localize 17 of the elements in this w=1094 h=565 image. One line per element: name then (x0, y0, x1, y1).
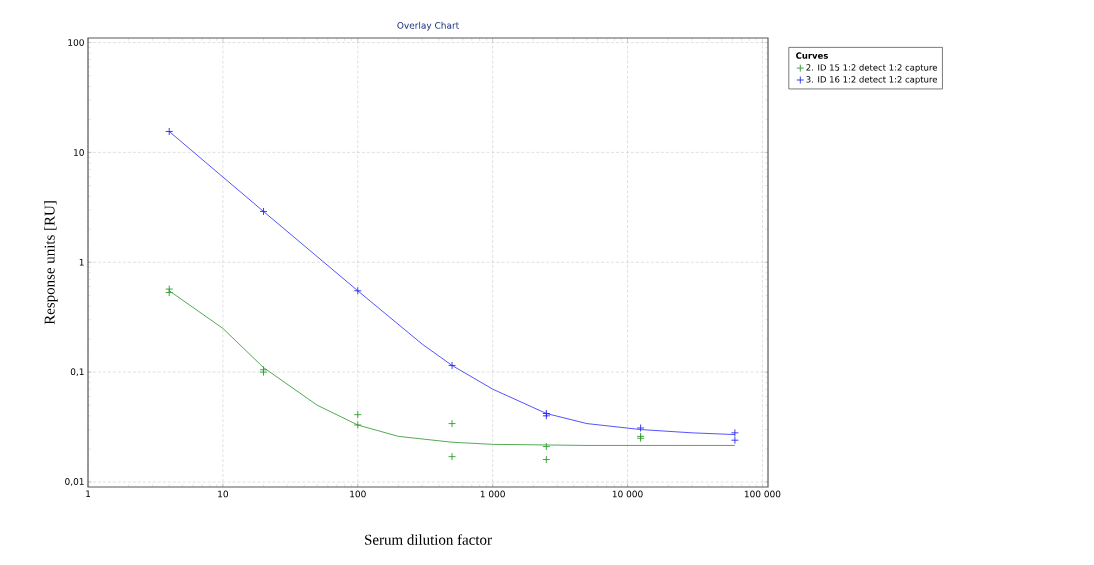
x-tick-label: 10 000 (612, 490, 643, 498)
x-tick-label: 1 (86, 490, 91, 498)
legend-label: 2. ID 15 1:2 detect 1:2 capture (806, 64, 938, 73)
x-tick-label: 10 (218, 490, 228, 498)
y-tick-label: 100 (68, 39, 84, 46)
legend-label: 3. ID 16 1:2 detect 1:2 capture (806, 76, 938, 85)
y-tick-label: 0,01 (65, 478, 84, 486)
x-tick-label: 1 000 (480, 490, 505, 498)
legend-title: Curves (796, 52, 828, 59)
x-tick-label: 100 000 (744, 490, 781, 498)
x-tick-label: 100 (350, 490, 366, 498)
y-tick-label: 1 (79, 258, 84, 266)
x-axis-title: Serum dilution factor (365, 534, 492, 545)
y-tick-label: 10 (74, 149, 84, 156)
y-axis-title: Response units [RU] (44, 201, 58, 325)
y-tick-label: 0,1 (70, 368, 84, 376)
chart-title: Overlay Chart (397, 21, 459, 31)
